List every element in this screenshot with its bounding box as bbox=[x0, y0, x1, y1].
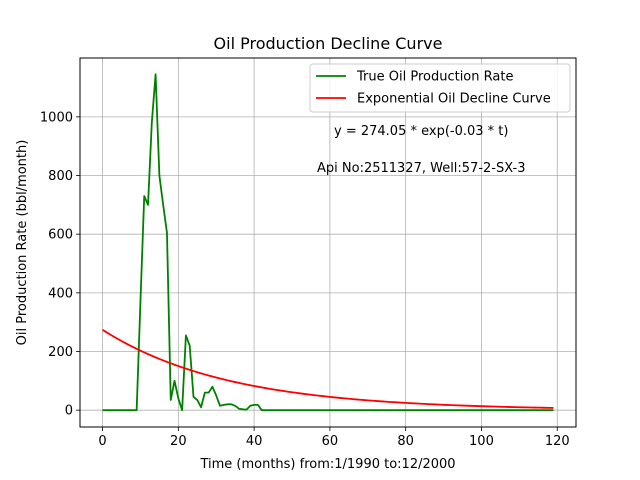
x-axis-label: Time (months) from:1/1990 to:12/2000 bbox=[199, 457, 455, 472]
legend: True Oil Production Rate Exponential Oil… bbox=[309, 63, 571, 113]
equation-annotation: y = 274.05 * exp(-0.03 * t) bbox=[334, 124, 508, 139]
true-production-line bbox=[102, 73, 554, 412]
legend-box bbox=[309, 63, 571, 113]
legend-label-decline: Exponential Oil Decline Curve bbox=[357, 92, 551, 107]
y-tick-label: 800 bbox=[48, 169, 73, 184]
x-tick-label: 20 bbox=[170, 434, 187, 449]
x-tick-label: 40 bbox=[246, 434, 263, 449]
y-tick-label: 0 bbox=[65, 404, 73, 419]
legend-label-true-rate: True Oil Production Rate bbox=[356, 70, 513, 85]
y-tick-label: 400 bbox=[48, 286, 73, 301]
x-tick-label: 0 bbox=[98, 434, 106, 449]
ticks: 0 20 40 60 80 100 120 0 200 400 600 800 1000 bbox=[40, 110, 570, 449]
exponential-decline-line bbox=[102, 329, 554, 409]
x-tick-label: 100 bbox=[469, 434, 494, 449]
x-tick-label: 120 bbox=[545, 434, 570, 449]
y-tick-label: 600 bbox=[48, 228, 73, 243]
y-tick-label: 200 bbox=[48, 345, 73, 360]
x-tick-label: 80 bbox=[397, 434, 414, 449]
x-tick-label: 60 bbox=[322, 434, 339, 449]
chart-title: Oil Production Decline Curve bbox=[214, 34, 443, 53]
series-lines bbox=[102, 73, 554, 412]
y-axis-label: Oil Production Rate (bbl/month) bbox=[15, 140, 30, 346]
well-annotation: Api No:2511327, Well:57-2-SX-3 bbox=[317, 161, 525, 176]
plot-frame bbox=[79, 57, 577, 428]
grid bbox=[80, 58, 576, 427]
y-tick-label: 1000 bbox=[40, 110, 73, 125]
